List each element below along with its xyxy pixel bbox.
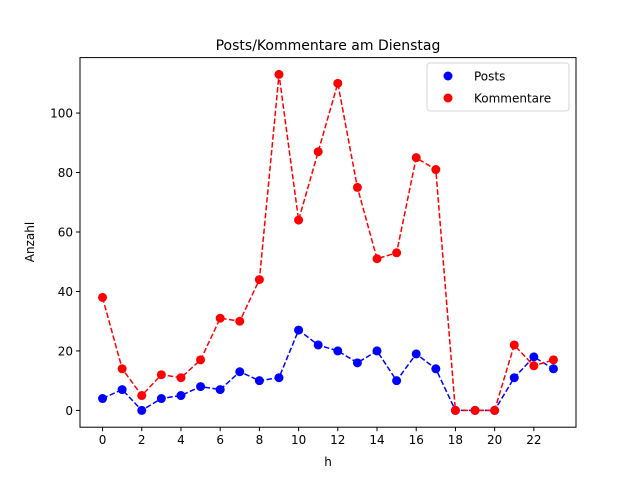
- data-point: [254, 376, 264, 386]
- x-tick-label: 0: [99, 433, 107, 447]
- data-point: [529, 361, 539, 371]
- data-point: [372, 346, 382, 356]
- y-tick-label: 100: [50, 107, 73, 121]
- data-point: [176, 373, 186, 383]
- x-tick-label: 4: [177, 433, 185, 447]
- data-point: [294, 215, 304, 225]
- data-point: [411, 349, 421, 359]
- data-point: [215, 313, 225, 323]
- data-point: [176, 391, 186, 401]
- data-point: [333, 346, 343, 356]
- data-point: [490, 405, 500, 415]
- data-point: [215, 385, 225, 395]
- data-point: [529, 352, 539, 362]
- data-point: [352, 182, 362, 192]
- data-point: [235, 316, 245, 326]
- legend: Posts Kommentare: [426, 62, 570, 112]
- data-point: [196, 355, 206, 365]
- data-point: [98, 292, 108, 302]
- y-axis-ticks: 0 20 40 60 80 100: [50, 107, 80, 418]
- data-point: [431, 364, 441, 374]
- x-tick-label: 14: [369, 433, 384, 447]
- data-point: [254, 275, 264, 285]
- data-point: [137, 405, 147, 415]
- data-point: [431, 165, 441, 175]
- data-point: [509, 373, 519, 383]
- x-tick-label: 16: [409, 433, 424, 447]
- data-point: [352, 358, 362, 368]
- data-point: [411, 153, 421, 163]
- data-point: [274, 69, 284, 79]
- data-point: [509, 340, 519, 350]
- data-point: [392, 376, 402, 386]
- data-point: [450, 405, 460, 415]
- x-axis-label: h: [324, 455, 332, 469]
- data-point: [470, 405, 480, 415]
- x-axis-ticks: 0 2 4 6 8 10 12 14 16 18 20 22: [99, 427, 541, 447]
- x-tick-label: 2: [138, 433, 146, 447]
- plot-area: [98, 69, 558, 415]
- data-point: [117, 385, 127, 395]
- x-tick-label: 20: [487, 433, 502, 447]
- data-point: [333, 78, 343, 88]
- data-point: [548, 355, 558, 365]
- data-point: [98, 394, 108, 404]
- chart-title: Posts/Kommentare am Dienstag: [216, 38, 441, 54]
- data-point: [196, 382, 206, 392]
- series-posts: [98, 325, 558, 415]
- y-tick-label: 80: [58, 166, 73, 180]
- legend-marker-icon: [443, 93, 453, 103]
- legend-marker-icon: [443, 71, 453, 81]
- x-tick-label: 8: [256, 433, 264, 447]
- data-point: [294, 325, 304, 335]
- x-tick-label: 12: [330, 433, 345, 447]
- y-tick-label: 20: [58, 344, 73, 358]
- y-axis-label: Anzahl: [23, 222, 37, 262]
- data-point: [137, 391, 147, 401]
- y-tick-label: 60: [58, 225, 73, 239]
- axes-frame: [79, 57, 577, 428]
- data-point: [156, 394, 166, 404]
- y-tick-label: 0: [65, 404, 73, 418]
- x-tick-label: 18: [448, 433, 463, 447]
- legend-label: Posts: [474, 70, 505, 84]
- data-point: [156, 370, 166, 380]
- legend-label: Kommentare: [474, 92, 551, 106]
- data-point: [274, 373, 284, 383]
- data-point: [313, 340, 323, 350]
- series-kommentare: [98, 69, 558, 415]
- data-point: [235, 367, 245, 377]
- x-tick-label: 10: [291, 433, 306, 447]
- x-tick-label: 22: [526, 433, 541, 447]
- data-point: [117, 364, 127, 374]
- y-tick-label: 40: [58, 285, 73, 299]
- data-point: [548, 364, 558, 374]
- x-tick-label: 6: [216, 433, 224, 447]
- data-point: [392, 248, 402, 258]
- data-point: [313, 147, 323, 157]
- data-point: [372, 254, 382, 264]
